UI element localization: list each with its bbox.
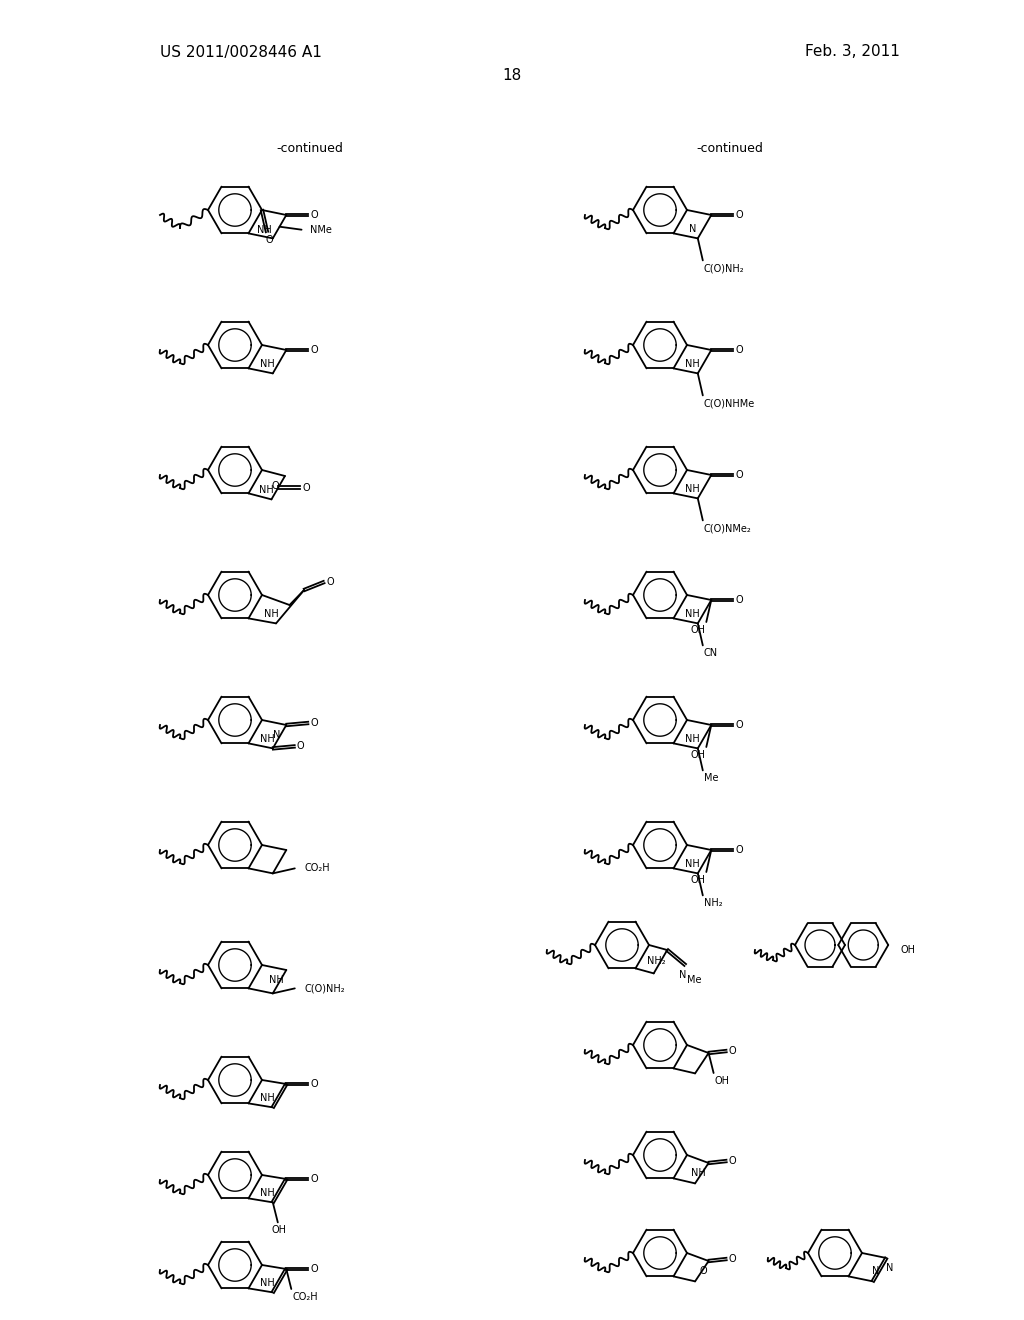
Text: O: O [310, 718, 318, 729]
Text: O: O [265, 235, 272, 246]
Text: O: O [735, 719, 743, 730]
Text: O: O [310, 1173, 318, 1184]
Text: NH: NH [260, 359, 275, 370]
Text: N: N [689, 224, 696, 235]
Text: O: O [699, 1266, 708, 1276]
Text: NMe: NMe [309, 224, 332, 235]
Text: Feb. 3, 2011: Feb. 3, 2011 [805, 45, 900, 59]
Text: CN: CN [703, 648, 718, 659]
Text: O: O [729, 1045, 736, 1056]
Text: NH: NH [685, 484, 700, 495]
Text: O: O [735, 595, 743, 605]
Text: O: O [735, 345, 743, 355]
Text: O: O [297, 742, 304, 751]
Text: -continued: -continued [276, 141, 343, 154]
Text: O: O [310, 1078, 318, 1089]
Text: OH: OH [271, 1225, 287, 1236]
Text: N: N [872, 1266, 880, 1276]
Text: OH: OH [690, 624, 706, 635]
Text: CO₂H: CO₂H [305, 863, 331, 874]
Text: OH: OH [900, 945, 915, 954]
Text: O: O [735, 210, 743, 220]
Text: -continued: -continued [696, 141, 764, 154]
Text: 18: 18 [503, 67, 521, 82]
Text: NH: NH [685, 859, 700, 870]
Text: OH: OH [690, 750, 706, 760]
Text: Me: Me [687, 975, 701, 985]
Text: C(O)NMe₂: C(O)NMe₂ [703, 524, 752, 533]
Text: C(O)NH₂: C(O)NH₂ [305, 983, 345, 994]
Text: O: O [310, 210, 318, 220]
Text: NH: NH [260, 1093, 275, 1104]
Text: NH: NH [685, 610, 700, 619]
Text: NH: NH [260, 1278, 275, 1288]
Text: NH₂: NH₂ [647, 957, 666, 966]
Text: O: O [729, 1156, 736, 1166]
Text: O: O [327, 577, 334, 587]
Text: OH: OH [690, 875, 706, 884]
Text: US 2011/0028446 A1: US 2011/0028446 A1 [160, 45, 322, 59]
Text: O: O [310, 345, 318, 355]
Text: CO₂H: CO₂H [292, 1292, 317, 1302]
Text: O: O [302, 483, 310, 492]
Text: N: N [886, 1263, 893, 1272]
Text: N: N [272, 730, 280, 741]
Text: C(O)NHMe: C(O)NHMe [703, 399, 755, 408]
Text: NH₂: NH₂ [703, 899, 722, 908]
Text: O: O [729, 1254, 736, 1265]
Text: C(O)NH₂: C(O)NH₂ [703, 264, 744, 273]
Text: NH: NH [685, 734, 700, 744]
Text: NH: NH [269, 975, 284, 985]
Text: NH: NH [263, 610, 279, 619]
Text: O: O [271, 480, 279, 491]
Text: N: N [679, 970, 686, 979]
Text: NH: NH [257, 226, 272, 235]
Text: O: O [310, 1265, 318, 1274]
Text: NH: NH [691, 1168, 706, 1179]
Text: NH: NH [685, 359, 700, 370]
Text: NH: NH [260, 1188, 275, 1199]
Text: Me: Me [703, 774, 718, 783]
Text: NH: NH [259, 486, 273, 495]
Text: OH: OH [715, 1076, 729, 1086]
Text: NH: NH [260, 734, 275, 744]
Text: O: O [735, 845, 743, 855]
Text: O: O [735, 470, 743, 480]
